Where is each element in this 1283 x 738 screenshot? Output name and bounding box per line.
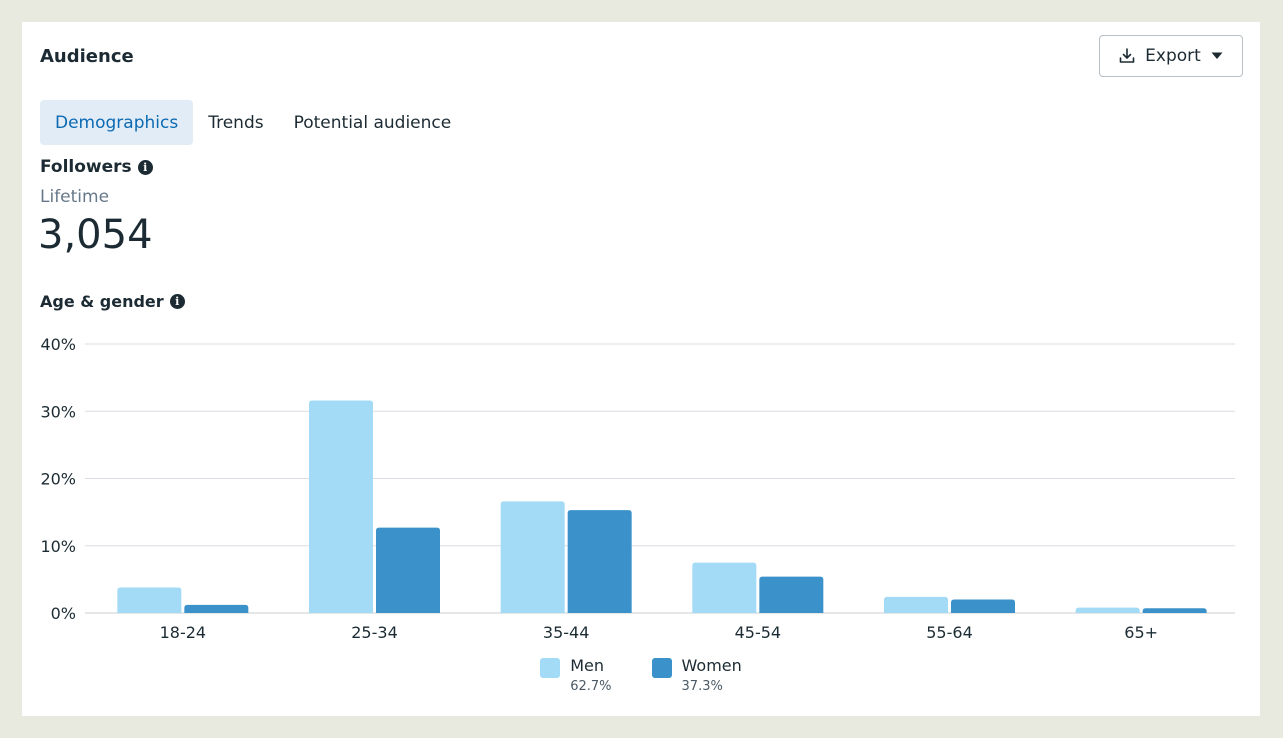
tab-trends[interactable]: Trends <box>208 112 264 133</box>
legend-swatch-women <box>651 658 672 678</box>
tab-potential-audience[interactable]: Potential audience <box>293 112 452 133</box>
tab-bar: Demographics Trends Potential audience <box>40 100 466 145</box>
legend-women[interactable]: Women 37.3% <box>651 656 742 694</box>
bar-women-45-54[interactable] <box>759 576 824 613</box>
bar-men-35-44[interactable] <box>500 501 565 613</box>
legend-swatch-men <box>540 658 561 678</box>
bar-women-18-24[interactable] <box>184 604 249 613</box>
legend-name-men: Men <box>570 656 605 675</box>
export-label: Export <box>1145 46 1201 66</box>
card-title: Audience <box>40 46 134 67</box>
bar-men-65+[interactable] <box>1075 607 1140 613</box>
x-tick-label: 35-44 <box>543 623 590 642</box>
info-icon[interactable]: i <box>169 294 185 309</box>
age-gender-heading: Age & gender i <box>40 292 185 311</box>
y-tick-label: 40% <box>40 335 76 354</box>
followers-count: 3,054 <box>38 212 153 258</box>
bar-men-25-34[interactable] <box>309 400 373 613</box>
y-tick-label: 0% <box>51 604 76 623</box>
bar-women-25-34[interactable] <box>376 527 440 613</box>
x-tick-label: 18-24 <box>160 623 207 642</box>
chart-legend: Men 62.7% Women 37.3% <box>22 656 1260 694</box>
period-label: Lifetime <box>40 187 110 207</box>
bar-men-18-24[interactable] <box>117 587 182 613</box>
y-tick-label: 10% <box>40 537 76 556</box>
download-icon <box>1119 48 1135 63</box>
legend-men[interactable]: Men 62.7% <box>540 656 612 694</box>
legend-pct-women: 37.3% <box>681 679 723 694</box>
bar-women-35-44[interactable] <box>567 510 632 613</box>
bar-women-65+[interactable] <box>1142 608 1207 613</box>
bar-men-45-54[interactable] <box>692 562 757 613</box>
x-tick-label: 65+ <box>1124 623 1158 642</box>
bar-women-55-64[interactable] <box>951 599 1015 613</box>
age-gender-label: Age & gender <box>40 292 164 311</box>
caret-down-icon <box>1211 52 1223 59</box>
audience-card: Audience Export Demographics Trends Pote… <box>22 22 1260 716</box>
x-tick-label: 45-54 <box>735 623 782 642</box>
x-tick-label: 25-34 <box>351 623 398 642</box>
followers-heading: Followers i <box>40 157 153 177</box>
info-icon[interactable]: i <box>137 159 153 175</box>
tab-demographics[interactable]: Demographics <box>40 100 194 145</box>
legend-name-women: Women <box>681 656 742 675</box>
legend-pct-men: 62.7% <box>570 679 612 694</box>
export-button[interactable]: Export <box>1099 35 1243 77</box>
y-tick-label: 30% <box>40 402 76 421</box>
age-gender-chart: 0% 10% 20% 30% 40% 18-24 25-34 35-44 45-54 55-64 6… <box>40 335 1235 642</box>
followers-label: Followers <box>40 157 132 177</box>
x-tick-label: 55-64 <box>926 623 973 642</box>
bar-men-55-64[interactable] <box>884 596 948 613</box>
y-tick-label: 20% <box>40 470 76 489</box>
